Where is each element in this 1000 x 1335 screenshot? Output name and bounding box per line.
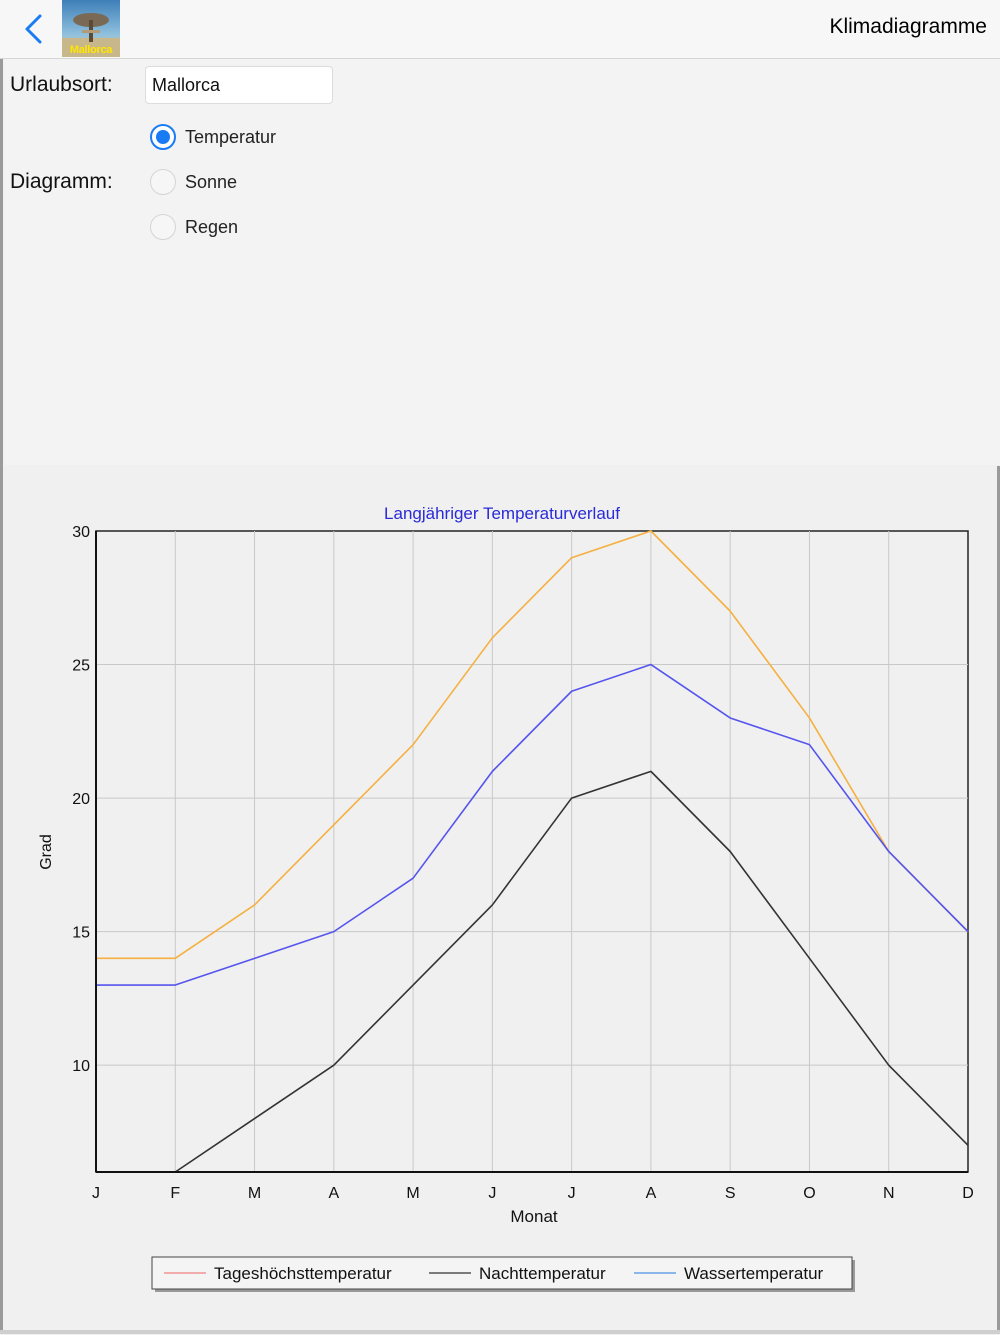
x-tick-label: N: [883, 1185, 895, 1202]
legend-entry: Tageshöchsttemperatur: [214, 1264, 392, 1283]
x-tick-label: A: [646, 1185, 657, 1202]
chart-panel: Langjähriger Temperaturverlauf J F M A M J J A S…: [4, 466, 996, 1330]
chevron-left-icon: [25, 14, 42, 44]
radio-regen[interactable]: Regen: [150, 212, 238, 242]
series-line-1: [96, 770, 969, 1173]
radio-unselected-icon[interactable]: [150, 169, 176, 195]
y-tick-label: 20: [72, 791, 90, 808]
radio-temperatur[interactable]: Temperatur: [150, 122, 276, 152]
y-tick-label: 25: [72, 658, 90, 675]
radio-label: Regen: [185, 216, 239, 237]
y-tick-label: 30: [72, 524, 90, 541]
resort-label: Urlaubsort:: [10, 73, 113, 96]
window-edge-left: [0, 0, 3, 1334]
series-line-2: [96, 663, 969, 986]
y-axis-label: Grad: [38, 834, 55, 870]
radio-label: Temperatur: [185, 126, 277, 147]
app-icon[interactable]: Mallorca: [62, 0, 120, 57]
diagram-label: Diagramm:: [10, 170, 113, 193]
legend-entry: Nachttemperatur: [479, 1264, 606, 1283]
x-tick-label: F: [170, 1185, 180, 1202]
chart-series: [96, 530, 969, 1173]
x-tick-label: M: [248, 1185, 261, 1202]
x-tick-label: S: [725, 1185, 736, 1202]
x-axis-label: Monat: [510, 1207, 558, 1226]
climate-line-chart: Langjähriger Temperaturverlauf J F M A M J J A S…: [38, 504, 974, 1292]
back-button[interactable]: [14, 8, 54, 50]
x-tick-label: D: [962, 1185, 974, 1202]
chart-axes: J F M A M J J A S O N D 10 15 20 25 30: [72, 524, 974, 1202]
nav-title: Klimadiagramme: [829, 15, 987, 38]
radio-sonne[interactable]: Sonne: [150, 167, 237, 197]
app-icon-label: Mallorca: [69, 44, 113, 56]
series-line-0: [96, 530, 969, 960]
window-edge-right: [997, 466, 1000, 1334]
navigation-bar: Mallorca Klimadiagramme: [0, 0, 1000, 59]
y-tick-label: 10: [72, 1058, 90, 1075]
y-tick-label: 15: [72, 925, 90, 942]
x-tick-label: A: [328, 1185, 339, 1202]
x-tick-label: M: [406, 1185, 419, 1202]
resort-input[interactable]: [145, 66, 333, 104]
legend-box: [151, 1256, 853, 1290]
x-tick-label: J: [568, 1185, 576, 1202]
radio-unselected-icon[interactable]: [150, 214, 176, 240]
window-edge-bottom: [0, 1330, 1000, 1334]
x-tick-label: O: [803, 1185, 815, 1202]
x-tick-label: J: [92, 1185, 100, 1202]
radio-selected-icon[interactable]: [150, 124, 176, 150]
legend-entry: Wassertemperatur: [684, 1264, 824, 1283]
settings-form: [4, 59, 1000, 465]
chart-legend: Tageshöchsttemperatur Nachttemperatur Wass…: [151, 1256, 855, 1292]
chart-title: Langjähriger Temperaturverlauf: [384, 504, 620, 523]
radio-label: Sonne: [185, 171, 238, 192]
beach-palm-icon: [62, 0, 120, 57]
x-tick-label: J: [488, 1185, 496, 1202]
